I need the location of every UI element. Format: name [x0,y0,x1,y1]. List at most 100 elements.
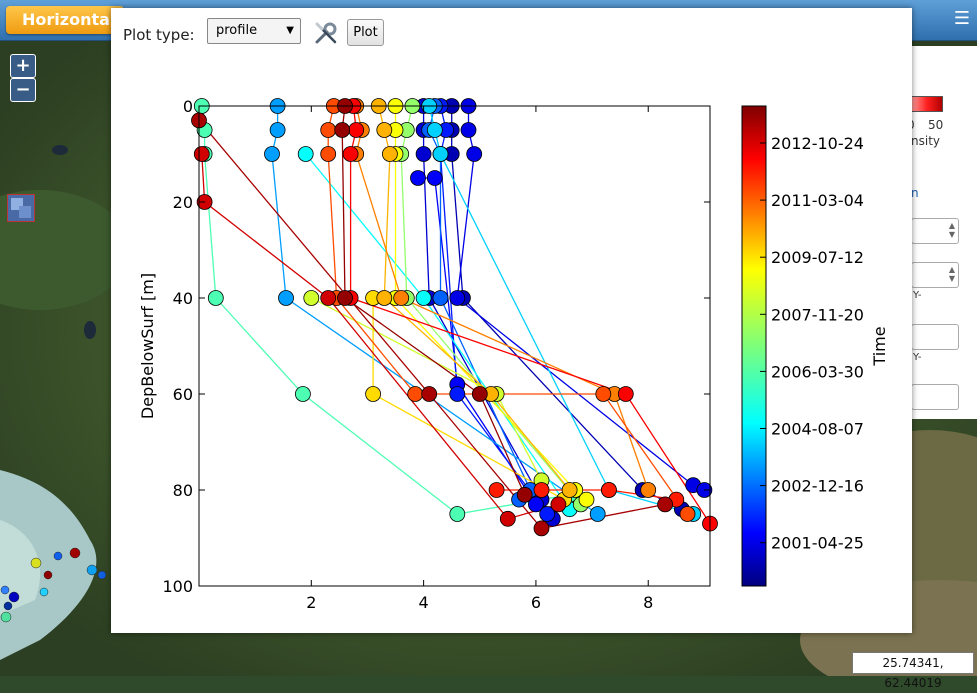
data-point [589,506,606,522]
data-point [449,386,466,402]
y-tick-label: 80 [173,481,193,500]
data-point [320,122,337,138]
profile-line [327,105,689,515]
data-point [466,146,483,162]
panel-link[interactable]: n [911,186,919,200]
text-input-1[interactable] [911,324,959,350]
data-point [527,496,544,513]
zoom-in-button[interactable]: + [10,54,36,78]
colorbar-tick-label: 2006-03-30 [771,362,864,381]
data-point [415,146,432,162]
data-point [539,506,556,522]
data-point [294,386,311,402]
data-point [488,482,505,498]
text-input-2[interactable] [911,384,959,410]
data-point [460,122,477,138]
legend-title: nsity [911,134,940,148]
colorbar-tick-label: 2007-11-20 [771,305,864,324]
data-point [449,290,466,306]
data-point [337,290,353,306]
y-tick-label: 100 [162,577,193,596]
field-label-1: Y- [913,290,922,301]
y-tick-label: 60 [173,385,193,404]
x-tick-label: 4 [419,593,429,612]
data-point [278,290,294,306]
dropdown-arrow-icon: ▼ [286,25,294,36]
data-point [578,491,595,508]
y-tick-label: 20 [173,193,193,212]
data-point [303,290,320,306]
data-point [415,290,432,306]
field-label-2: Y- [913,352,922,363]
data-point [533,520,550,537]
colorbar-tick-label: 2011-03-04 [771,191,864,210]
data-point [193,146,210,162]
data-point [499,510,516,527]
x-tick-label: 6 [531,593,541,612]
data-point [410,170,426,186]
y-tick-label: 40 [173,289,193,308]
data-point [657,496,673,513]
data-point [376,290,393,306]
plot-type-label: Plot type: [123,26,195,44]
data-point [342,146,359,162]
layer-switcher-icon[interactable] [7,194,35,222]
data-point [432,290,449,306]
colorbar-tick-label: 2009-07-12 [771,248,864,267]
data-point [595,386,612,402]
y-tick-label: 0 [183,97,193,116]
data-point [407,386,424,402]
data-point [207,290,224,306]
data-point [376,122,393,138]
data-point [320,146,337,162]
x-tick-label: 8 [643,593,653,612]
profile-line [349,105,711,524]
data-point [426,170,443,186]
data-point [640,482,657,498]
data-point [600,482,617,498]
data-point [561,482,578,498]
data-point [679,506,696,522]
colorbar-tick-label: 2002-12-16 [771,477,864,496]
colorbar [741,105,767,587]
data-point [516,486,533,503]
data-point [269,122,286,138]
data-point [421,386,438,402]
plot-type-select[interactable]: profile ▼ [207,18,301,44]
data-point [426,122,443,138]
data-point [533,482,550,498]
number-input-2[interactable]: ▲ ▼ [911,262,959,288]
plot-dialog: Plot type: profile ▼ Plot 2 4 6 8 0 20 40 60 80 1… [111,8,912,633]
wrench-screwdriver-icon[interactable] [313,20,339,46]
data-point [471,386,488,402]
y-axis-label: DepBelowSurf [m] [138,273,157,419]
colorbar-tick-label: 2012-10-24 [771,134,864,153]
app-title-button[interactable]: Horizonta [6,6,124,34]
profile-line [271,106,599,515]
data-point [550,496,567,513]
plot-frame [198,105,711,587]
data-point [393,290,410,306]
data-point [617,386,634,402]
colorbar-label: Time [870,326,889,366]
data-point [365,386,382,402]
hamburger-icon[interactable]: ☰ [953,8,971,29]
colorbar-tick-label: 2004-08-07 [771,420,864,439]
zoom-out-button[interactable]: − [10,78,36,102]
number-input-1[interactable]: ▲ ▼ [911,218,959,244]
data-point [348,122,365,138]
x-tick-label: 2 [306,593,316,612]
data-point [334,122,351,138]
plot-button[interactable]: Plot [347,19,384,46]
legend-max-label: 50 [928,118,944,132]
data-point [264,146,280,162]
plot-type-value: profile [216,23,258,38]
coordinate-readout: 25.74341, 62.44019 [852,652,974,690]
data-point [297,146,314,162]
density-legend-bar [911,96,943,112]
profile-line [456,106,705,491]
data-point [432,146,449,162]
colorbar-tick-label: 2001-04-25 [771,534,864,553]
profile-line [428,105,694,515]
